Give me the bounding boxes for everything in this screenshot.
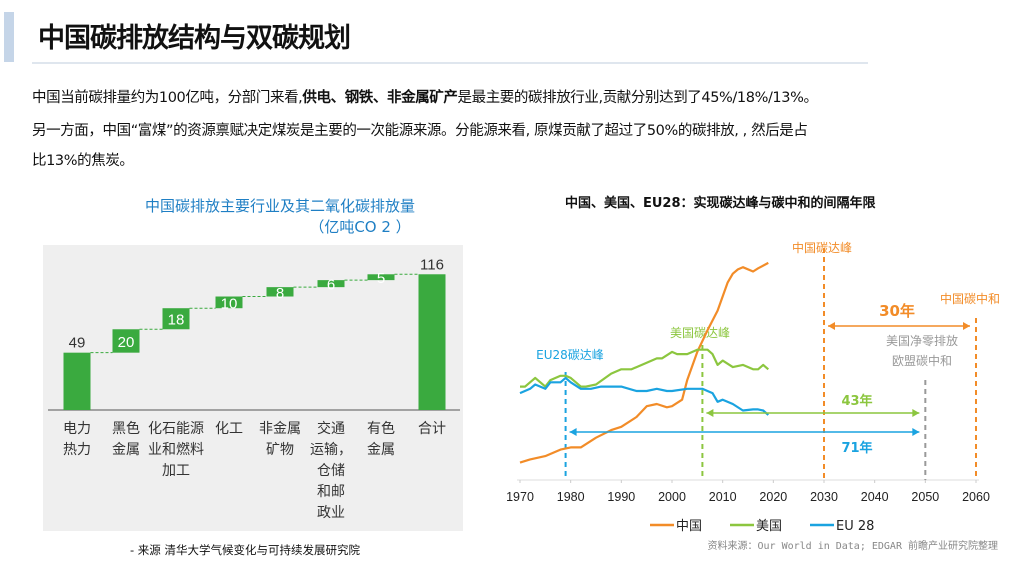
paragraph-line-1: 中国当前碳排量约为100亿吨，分部门来看,供电、钢铁、非金属矿产是最主要的碳排放… xyxy=(32,86,818,107)
waterfall-bar xyxy=(162,308,190,330)
waterfall-bar xyxy=(63,352,91,410)
waterfall-bar xyxy=(317,280,345,288)
waterfall-data-label: 5 xyxy=(377,270,385,287)
waterfall-category-label: 矿物 xyxy=(266,442,294,458)
waterfall-data-label: 20 xyxy=(118,334,135,351)
waterfall-data-label: 6 xyxy=(327,277,335,294)
series-line-EU28 xyxy=(519,376,770,416)
line-chart-source: 资料来源：Our World in Data; EDGAR 前瞻产业研究院整理 xyxy=(707,539,998,552)
waterfall-category-label: 金属 xyxy=(112,442,140,458)
waterfall-category-label: 有色 xyxy=(367,420,395,437)
span-label: 30年 xyxy=(879,302,915,320)
waterfall-category-label: 加工 xyxy=(162,463,190,479)
series-line-美国 xyxy=(520,348,770,388)
marker-label: 中国碳中和 xyxy=(940,291,1000,306)
marker-label: 欧盟碳中和 xyxy=(892,353,952,368)
waterfall-category-label: 金属 xyxy=(367,442,395,458)
arrow-head-right xyxy=(963,322,970,330)
x-tick-label: 2050 xyxy=(911,490,939,504)
waterfall-category-label: 化石能源 xyxy=(148,421,204,437)
arrow-head-left xyxy=(706,409,714,417)
page-title: 中国碳排放结构与双碳规划 xyxy=(38,23,351,54)
x-tick-label: 2020 xyxy=(759,490,787,504)
title-divider xyxy=(32,62,868,64)
waterfall-category-label: 电力 xyxy=(63,421,91,437)
waterfall-category-label: 交通 xyxy=(317,420,345,437)
subtitle: （亿吨CO 2 ） xyxy=(309,218,411,236)
waterfall-chart-background xyxy=(43,245,463,531)
paragraph-line-2: 另一方面，中国“富煤”的资源禀赋决定煤炭是主要的一次能源来源。分能源来看, 原煤… xyxy=(32,123,808,139)
text: 中国当前碳排量约为100亿吨，分部门来看, xyxy=(32,90,303,106)
waterfall-bar xyxy=(215,296,243,309)
x-tick-label: 2030 xyxy=(810,490,838,504)
waterfall-category-label: 和邮 xyxy=(317,484,345,500)
text: 是最主要的碳排放行业,贡献分别达到了45%/18%/13%。 xyxy=(457,90,818,106)
marker-label: 美国碳达峰 xyxy=(670,326,730,340)
arrow-head-right xyxy=(912,409,920,417)
waterfall-category-label: 热力 xyxy=(63,442,91,458)
waterfall-category-label: 合计 xyxy=(418,421,446,437)
x-tick-label: 2000 xyxy=(658,490,686,504)
waterfall-bar xyxy=(112,329,140,353)
marker-label: 中国碳达峰 xyxy=(792,240,852,255)
arrow-head-right xyxy=(912,428,920,436)
waterfall-chart-title: 中国碳排放主要行业及其二氧化碳排放量 （亿吨CO 2 ） xyxy=(100,196,460,238)
x-tick-label: 2040 xyxy=(861,490,889,504)
waterfall-category-label: 业和燃料 xyxy=(148,441,204,458)
waterfall-data-label: 116 xyxy=(420,256,444,273)
arrow-head-left xyxy=(828,322,835,330)
x-tick-label: 1980 xyxy=(557,490,585,504)
waterfall-bar xyxy=(266,287,294,297)
span-label: 43年 xyxy=(841,393,872,409)
series-line-中国 xyxy=(519,261,769,464)
waterfall-category-label: 非金属 xyxy=(259,421,301,437)
title: 中国碳排放主要行业及其二氧化碳排放量 xyxy=(144,197,415,215)
waterfall-category-label: 化工 xyxy=(215,421,243,437)
x-tick-label: 1990 xyxy=(607,490,635,504)
paragraph-line-3: 比13%的焦炭。 xyxy=(32,153,134,169)
arrow-head-left xyxy=(569,428,577,436)
waterfall-category-label: 运输， xyxy=(310,442,352,458)
waterfall-data-label: 18 xyxy=(168,312,185,329)
line-chart-title: 中国、美国、EU28：实现碳达峰与碳中和的间隔年限 xyxy=(565,196,876,211)
waterfall-bar xyxy=(418,274,446,410)
waterfall-category-label: 仓储 xyxy=(317,463,345,479)
waterfall-data-label: 49 xyxy=(69,335,86,352)
waterfall-category-label: 政业 xyxy=(317,505,345,521)
legend-label: EU 28 xyxy=(836,519,874,534)
waterfall-data-label: 10 xyxy=(221,295,238,312)
legend-label: 中国 xyxy=(676,519,702,534)
x-tick-label: 2010 xyxy=(709,490,737,504)
title-accent-bar xyxy=(4,12,14,62)
marker-label: 美国净零排放 xyxy=(886,333,958,348)
bold-text: 供电、钢铁、非金属矿产 xyxy=(302,90,458,106)
x-tick-label: 2060 xyxy=(962,490,990,504)
waterfall-bar xyxy=(367,274,395,281)
waterfall-source: - 来源 清华大学气候变化与可持续发展研究院 xyxy=(130,543,360,557)
x-tick-label: 1970 xyxy=(506,490,534,504)
marker-label: EU28碳达峰 xyxy=(536,348,604,362)
span-label: 71年 xyxy=(841,440,872,456)
legend-label: 美国 xyxy=(756,519,782,534)
waterfall-category-label: 黑色 xyxy=(112,420,140,437)
waterfall-data-label: 8 xyxy=(276,285,284,302)
